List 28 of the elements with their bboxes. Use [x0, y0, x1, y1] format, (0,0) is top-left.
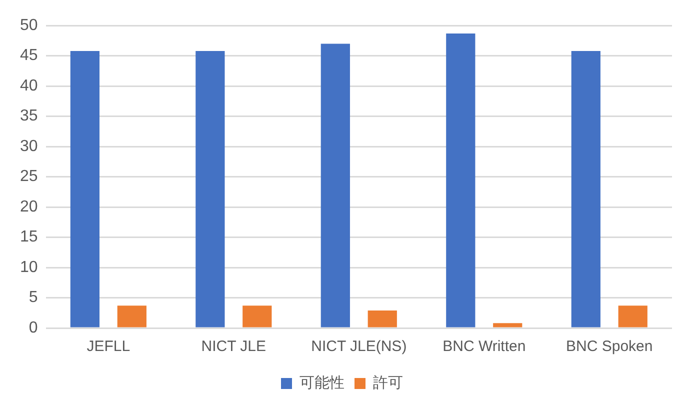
x-tick-label: BNC Written	[442, 338, 526, 356]
legend-label: 許可	[373, 374, 403, 392]
bar	[446, 33, 476, 328]
x-tick-label: NICT JLE	[201, 338, 266, 356]
x-tick-label: BNC Spoken	[566, 338, 653, 356]
y-tick-label: 20	[20, 198, 38, 216]
bar	[196, 51, 225, 328]
bar	[70, 51, 100, 328]
y-tick-label: 25	[20, 168, 38, 186]
bar	[493, 323, 522, 328]
bar	[368, 310, 397, 328]
y-tick-label: 0	[28, 319, 38, 336]
y-tick-label: 50	[20, 17, 38, 34]
y-tick-label: 5	[28, 289, 38, 306]
x-tick-label: JEFLL	[86, 338, 130, 356]
legend-label: 可能性	[300, 374, 344, 392]
y-tick-label: 30	[20, 138, 38, 155]
bar	[117, 306, 146, 328]
y-tick-label: 45	[20, 47, 38, 64]
x-tick-label: NICT JLE(NS)	[311, 338, 407, 356]
y-tick-label: 35	[20, 108, 38, 125]
y-tick-label: 15	[20, 228, 38, 246]
bar	[571, 51, 600, 328]
bar	[242, 306, 272, 328]
bar	[618, 306, 648, 328]
bar	[320, 44, 350, 328]
y-tick-label: 10	[20, 258, 38, 276]
y-tick-label: 40	[20, 77, 38, 94]
